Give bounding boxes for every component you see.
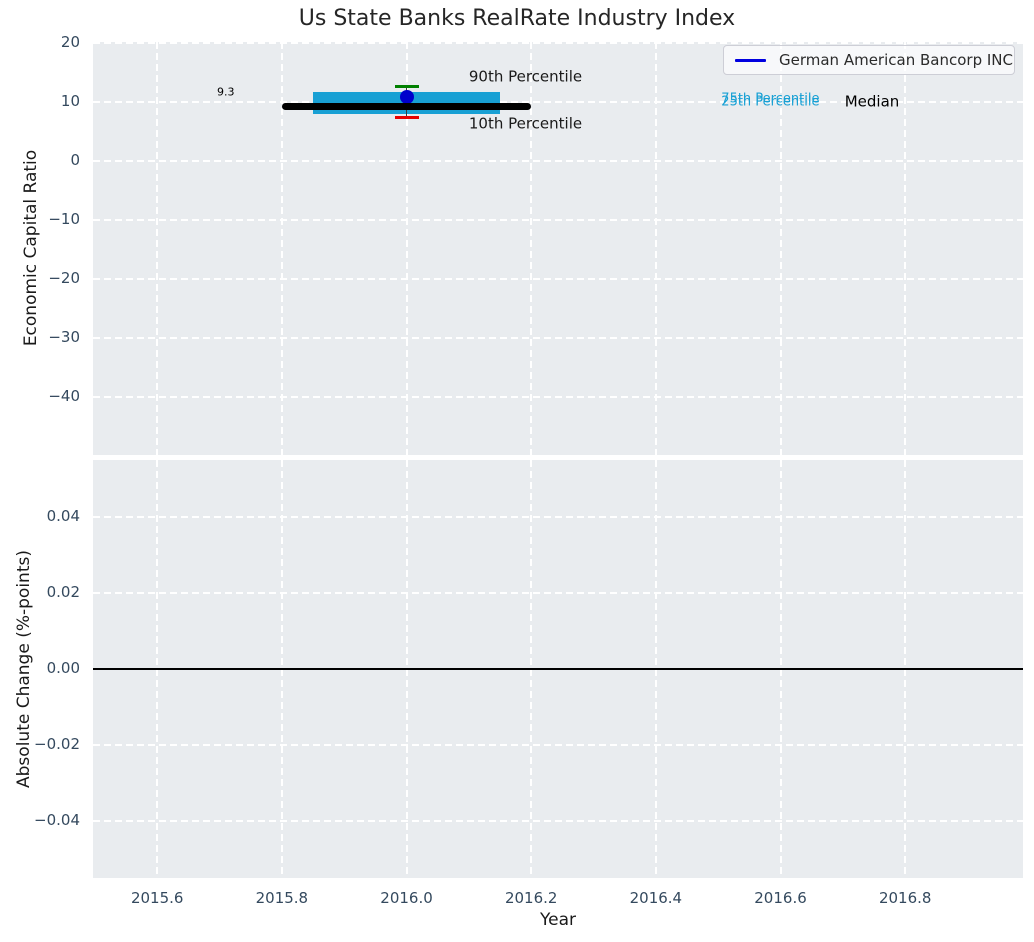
x-tick-label: 2016.4 — [629, 889, 683, 907]
annotation-median-value: 9.3 — [217, 85, 235, 99]
gridline-vertical — [280, 42, 283, 455]
company-data-point — [399, 89, 414, 104]
x-tick-label: 2016.8 — [878, 889, 932, 907]
gridline-vertical — [405, 42, 408, 455]
annotation-25th-percentile: 25th Percentile — [721, 94, 820, 110]
gridline-horizontal — [93, 219, 1023, 222]
gridline-vertical — [779, 42, 782, 455]
annotation-90th-percentile: 90th Percentile — [468, 67, 583, 86]
gridline-vertical — [530, 42, 533, 455]
y-tick-label: 10 — [60, 92, 80, 111]
gridline-vertical — [654, 42, 657, 455]
y-tick-label: −0.02 — [34, 735, 80, 753]
legend-line-sample — [735, 58, 766, 62]
gridline-horizontal — [93, 278, 1023, 281]
annotation-median-label: Median — [844, 92, 900, 111]
chart-title: Us State Banks RealRate Industry Index — [298, 6, 736, 31]
y-tick-label: −20 — [48, 269, 80, 288]
y-tick-label: 0.02 — [46, 583, 80, 601]
annotation-75th-percentile: 75th Percentile — [721, 91, 820, 107]
gridline-horizontal — [93, 160, 1023, 163]
x-axis-label: Year — [540, 910, 576, 930]
y-tick-label: −10 — [48, 210, 80, 229]
whisker-cap-10th-percentile — [394, 116, 419, 120]
y-tick-label: 20 — [60, 33, 80, 52]
gridline-vertical — [904, 42, 907, 455]
x-tick-label: 2015.6 — [130, 889, 184, 907]
gridline-horizontal — [93, 592, 1023, 594]
whisker-cap-90th-percentile — [394, 84, 419, 88]
gridline-horizontal — [93, 820, 1023, 822]
gridline-horizontal — [93, 744, 1023, 746]
bottom-axes-absolute-change — [93, 460, 1023, 878]
y-tick-label: 0 — [70, 151, 80, 170]
legend-label: German American Bancorp INC — [779, 51, 1013, 69]
annotation-10th-percentile: 10th Percentile — [468, 114, 583, 133]
y-tick-label: 0.04 — [46, 507, 80, 525]
top-y-axis-label: Economic Capital Ratio — [21, 149, 41, 347]
y-tick-label: −30 — [48, 328, 80, 347]
median-line — [281, 102, 532, 110]
x-tick-label: 2016.2 — [504, 889, 558, 907]
gridline-horizontal — [93, 337, 1023, 340]
top-axes-economic-capital-ratio — [93, 42, 1023, 455]
y-tick-label: −40 — [48, 387, 80, 406]
zero-line — [93, 668, 1023, 670]
gridline-horizontal — [93, 42, 1023, 45]
legend: German American Bancorp INC — [723, 45, 1015, 75]
gridline-horizontal — [93, 396, 1023, 399]
y-tick-label: −0.04 — [34, 811, 80, 829]
gridline-vertical — [156, 42, 159, 455]
x-tick-label: 2016.0 — [380, 889, 433, 907]
gridline-horizontal — [93, 101, 1023, 104]
gridline-horizontal — [93, 516, 1023, 518]
y-tick-label: 0.00 — [46, 659, 80, 677]
x-tick-label: 2015.8 — [255, 889, 309, 907]
x-tick-label: 2016.6 — [754, 889, 807, 907]
